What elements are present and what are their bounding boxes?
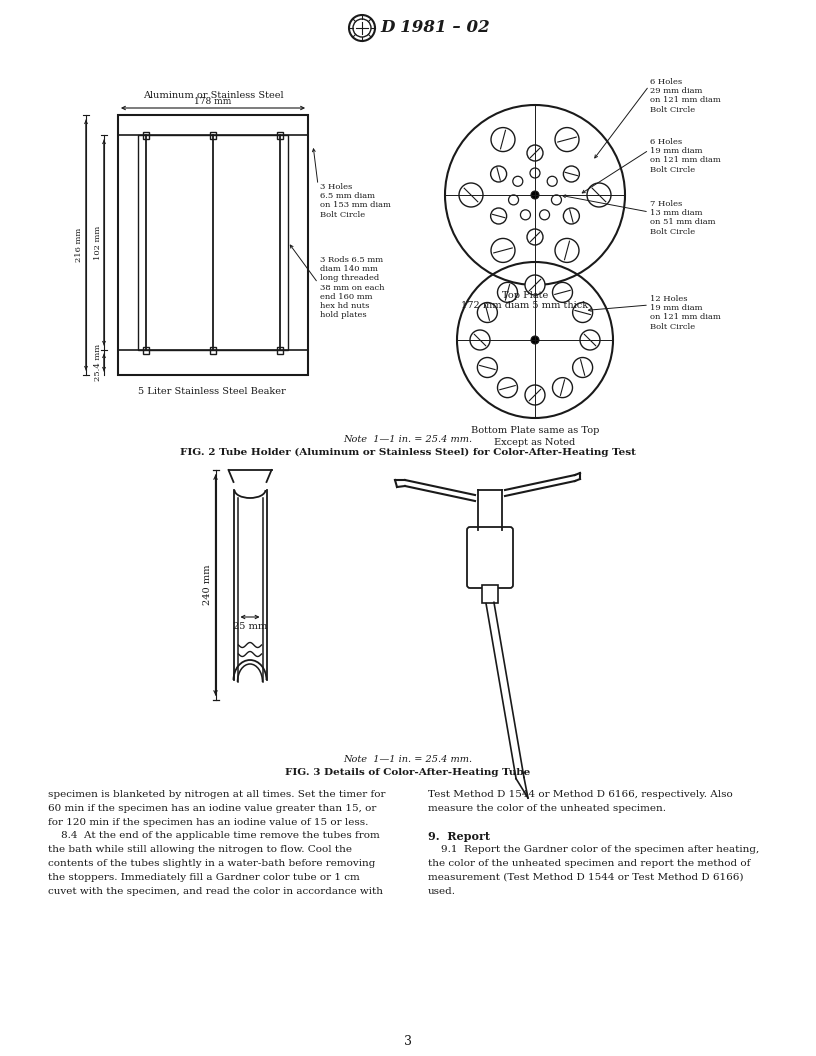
Circle shape [459,183,483,207]
Circle shape [527,229,543,245]
Bar [143,346,149,354]
Circle shape [552,378,573,398]
Circle shape [580,329,600,350]
Text: 3: 3 [404,1035,412,1048]
Text: 7 Holes
13 mm diam
on 51 mm diam
Bolt Circle: 7 Holes 13 mm diam on 51 mm diam Bolt Ci… [650,200,716,235]
Text: Note  1—1 in. = 25.4 mm.: Note 1—1 in. = 25.4 mm. [344,755,472,763]
Circle shape [521,210,530,220]
Text: 25.4 mm: 25.4 mm [94,344,102,381]
Bar [277,132,283,138]
Circle shape [491,128,515,152]
Text: Except as Noted: Except as Noted [494,438,575,447]
Text: Test Method D 1544 or Method D 6166, respectively. Also: Test Method D 1544 or Method D 6166, res… [428,790,733,799]
Bar [118,115,308,375]
Text: Top Plate: Top Plate [502,291,548,300]
Bar [277,346,283,354]
Circle shape [470,329,490,350]
Text: 216 mm: 216 mm [75,228,83,262]
Circle shape [490,208,507,224]
Text: 12 Holes
19 mm diam
on 121 mm diam
Bolt Circle: 12 Holes 19 mm diam on 121 mm diam Bolt … [650,295,721,331]
Circle shape [530,168,540,178]
Text: measurement (Test Method D 1544 or Test Method D 6166): measurement (Test Method D 1544 or Test … [428,873,743,882]
Text: 6 Holes
29 mm diam
on 121 mm diam
Bolt Circle: 6 Holes 29 mm diam on 121 mm diam Bolt C… [650,78,721,114]
Text: FIG. 2 Tube Holder (Aluminum or Stainless Steel) for Color-After-Heating Test: FIG. 2 Tube Holder (Aluminum or Stainles… [180,448,636,457]
Circle shape [552,282,573,302]
Text: 102 mm: 102 mm [94,225,102,260]
Text: specimen is blanketed by nitrogen at all times. Set the timer for: specimen is blanketed by nitrogen at all… [48,790,385,799]
Bar [210,346,216,354]
Text: Note  1—1 in. = 25.4 mm.: Note 1—1 in. = 25.4 mm. [344,435,472,444]
Circle shape [491,239,515,263]
Text: 60 min if the specimen has an iodine value greater than 15, or: 60 min if the specimen has an iodine val… [48,804,376,813]
Bar [210,132,216,138]
Circle shape [548,176,557,186]
Circle shape [552,195,561,205]
Text: 8.4  At the end of the applicable time remove the tubes from: 8.4 At the end of the applicable time re… [48,831,379,841]
Circle shape [525,385,545,406]
Circle shape [573,302,592,322]
Circle shape [498,378,517,398]
Circle shape [477,302,498,322]
Text: Aluminum or Stainless Steel: Aluminum or Stainless Steel [143,91,283,100]
Text: D 1981 – 02: D 1981 – 02 [380,19,490,37]
Text: 172 mm diam 5 mm thick: 172 mm diam 5 mm thick [461,301,588,310]
Circle shape [527,145,543,161]
Circle shape [555,128,579,152]
Text: 25 mm: 25 mm [233,622,267,631]
Circle shape [531,336,539,344]
Circle shape [573,358,592,377]
Circle shape [490,166,507,182]
Text: 5 Liter Stainless Steel Beaker: 5 Liter Stainless Steel Beaker [138,386,286,396]
Text: 9.1  Report the Gardner color of the specimen after heating,: 9.1 Report the Gardner color of the spec… [428,845,759,854]
Bar [138,135,288,350]
Text: 3 Rods 6.5 mm
diam 140 mm
long threaded
38 mm on each
end 160 mm
hex hd nuts
hol: 3 Rods 6.5 mm diam 140 mm long threaded … [320,256,384,319]
Text: measure the color of the unheated specimen.: measure the color of the unheated specim… [428,804,666,813]
Text: Bottom Plate same as Top: Bottom Plate same as Top [471,426,599,435]
Text: 6 Holes
19 mm diam
on 121 mm diam
Bolt Circle: 6 Holes 19 mm diam on 121 mm diam Bolt C… [650,138,721,173]
Text: the color of the unheated specimen and report the method of: the color of the unheated specimen and r… [428,859,751,868]
Circle shape [539,210,549,220]
Text: for 120 min if the specimen has an iodine value of 15 or less.: for 120 min if the specimen has an iodin… [48,817,368,827]
Circle shape [563,166,579,182]
Bar [143,132,149,138]
Circle shape [498,282,517,302]
Text: the stoppers. Immediately fill a Gardner color tube or 1 cm: the stoppers. Immediately fill a Gardner… [48,873,360,882]
Text: 240 mm: 240 mm [203,565,212,605]
Text: 178 mm: 178 mm [194,97,232,106]
Circle shape [512,176,523,186]
Circle shape [525,275,545,295]
Circle shape [555,239,579,263]
Text: the bath while still allowing the nitrogen to flow. Cool the: the bath while still allowing the nitrog… [48,845,352,854]
Circle shape [508,195,518,205]
Text: cuvet with the specimen, and read the color in accordance with: cuvet with the specimen, and read the co… [48,887,383,895]
Circle shape [531,191,539,199]
Bar [482,585,498,603]
Text: FIG. 3 Details of Color-After-Heating Tube: FIG. 3 Details of Color-After-Heating Tu… [286,768,530,777]
Circle shape [587,183,611,207]
Text: used.: used. [428,887,456,895]
Text: 3 Holes
6.5 mm diam
on 153 mm diam
Bolt Circle: 3 Holes 6.5 mm diam on 153 mm diam Bolt … [320,183,391,219]
Text: 9.  Report: 9. Report [428,831,490,843]
FancyBboxPatch shape [467,527,513,588]
Text: contents of the tubes slightly in a water-bath before removing: contents of the tubes slightly in a wate… [48,859,375,868]
Circle shape [477,358,498,377]
Circle shape [563,208,579,224]
